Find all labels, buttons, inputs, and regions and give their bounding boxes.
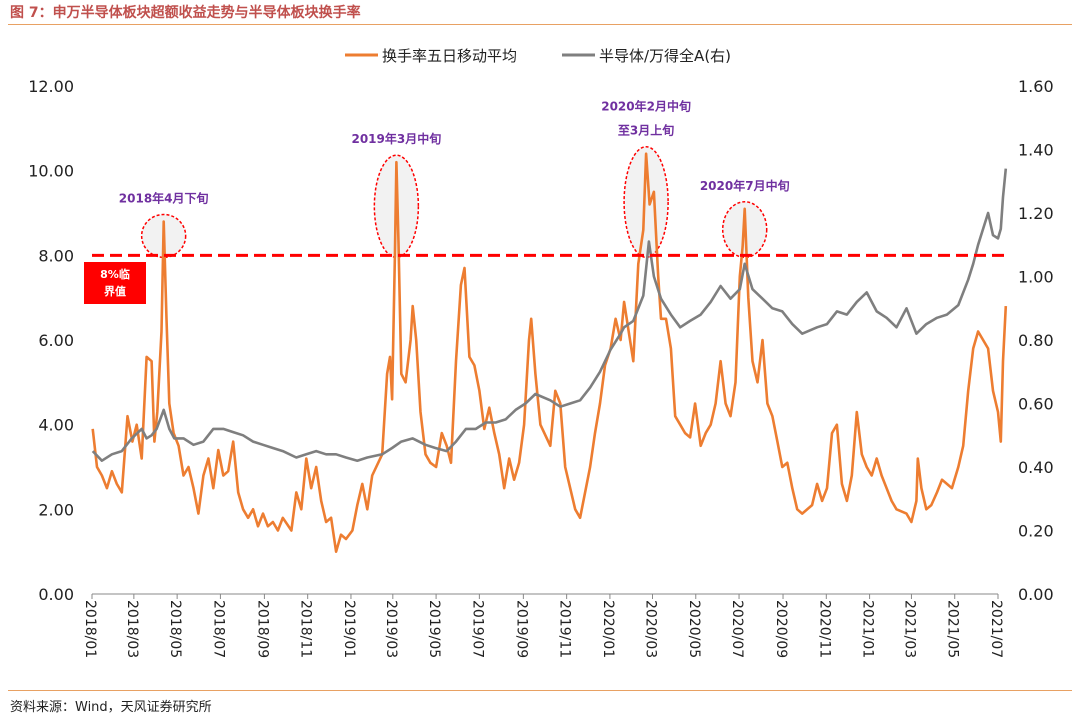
- y-axis-left: 0.00 2.00 4.00 6.00 8.00 10.00 12.00: [28, 77, 74, 604]
- x-tick-label: 2018/01: [82, 600, 98, 658]
- x-tick-label: 2019/01: [341, 600, 357, 658]
- top-rule: [8, 24, 1072, 25]
- y-left-tick-label: 10.00: [28, 162, 74, 181]
- x-tick-label: 2020/09: [773, 600, 789, 658]
- annotation-label: 至3月上旬: [618, 123, 674, 138]
- y-right-tick-label: 1.60: [1018, 77, 1054, 96]
- y-right-tick-label: 1.00: [1018, 268, 1054, 287]
- x-tick-label: 2020/03: [642, 600, 658, 658]
- x-tick-label: 2018/07: [210, 600, 226, 658]
- x-tick-label: 2019/11: [557, 600, 573, 658]
- legend-label-turnover: 换手率五日移动平均: [382, 47, 517, 65]
- x-tick-label: 2018/05: [167, 600, 183, 658]
- x-tick-label: 2021/05: [945, 600, 961, 658]
- x-tick-label: 2018/11: [298, 600, 314, 658]
- x-tick-label: 2019/07: [469, 600, 485, 658]
- y-right-tick-label: 0.80: [1018, 331, 1054, 350]
- x-tick-label: 2020/11: [816, 600, 832, 658]
- x-tick-label: 2021/07: [988, 600, 1004, 658]
- annotation-label: 2020年7月中旬: [700, 178, 790, 193]
- annotation-label: 2019年3月中旬: [351, 131, 441, 146]
- relative-strength-line: [91, 168, 1008, 463]
- x-tick-label: 2019/05: [426, 600, 442, 658]
- x-tick-label: 2019/03: [383, 600, 399, 658]
- source-note: 资料来源：Wind，天风证券研究所: [10, 700, 212, 715]
- legend-label-relative: 半导体/万得全A(右): [599, 47, 731, 65]
- series-lines: [91, 152, 1008, 554]
- annotation-label: 2020年2月中旬: [601, 99, 691, 114]
- y-left-tick-label: 8.00: [38, 246, 74, 265]
- figure-title: 图 7：申万半导体板块超额收益走势与半导体板块换手率: [10, 5, 361, 21]
- x-tick-label: 2021/01: [860, 600, 876, 658]
- y-right-tick-label: 1.40: [1018, 141, 1054, 160]
- threshold-label: 界值: [104, 284, 126, 298]
- y-left-tick-label: 2.00: [38, 500, 74, 519]
- x-tick-label: 2020/07: [729, 600, 745, 658]
- threshold-label: 8%临: [100, 267, 130, 281]
- y-right-tick-label: 0.40: [1018, 458, 1054, 477]
- y-axis-right: 0.00 0.20 0.40 0.60 0.80 1.00 1.20 1.40 1.60: [1018, 77, 1054, 604]
- threshold-label-box: [84, 262, 146, 304]
- bottom-rule: [8, 690, 1072, 691]
- x-tick-label: 2020/05: [686, 600, 702, 658]
- y-right-tick-label: 1.20: [1018, 204, 1054, 223]
- y-right-tick-label: 0.00: [1018, 585, 1054, 604]
- y-left-tick-label: 0.00: [38, 585, 74, 604]
- y-left-tick-label: 6.00: [38, 331, 74, 350]
- peak-highlights: [140, 145, 768, 259]
- x-tick-label: 2018/03: [124, 600, 140, 658]
- turnover-line: [91, 152, 1008, 554]
- y-left-tick-label: 12.00: [28, 77, 74, 96]
- threshold: 8%临界值: [84, 253, 1005, 304]
- y-right-tick-label: 0.60: [1018, 395, 1054, 414]
- line-chart: 换手率五日移动平均 半导体/万得全A(右) 0.00 2.00 4.00 6.00 8.…: [28, 47, 1054, 658]
- x-tick-label: 2020/01: [600, 600, 616, 658]
- x-tick-label: 2021/03: [901, 600, 917, 658]
- legend: 换手率五日移动平均 半导体/万得全A(右): [345, 47, 731, 65]
- annotation-label: 2018年4月下旬: [119, 190, 209, 205]
- y-left-tick-label: 4.00: [38, 416, 74, 435]
- x-tick-label: 2018/09: [254, 600, 270, 658]
- y-right-tick-label: 0.20: [1018, 522, 1054, 541]
- x-axis: 2018/01 2018/03 2018/05 2018/07 2018/09 2018/…: [82, 593, 1004, 658]
- x-tick-label: 2019/09: [513, 600, 529, 658]
